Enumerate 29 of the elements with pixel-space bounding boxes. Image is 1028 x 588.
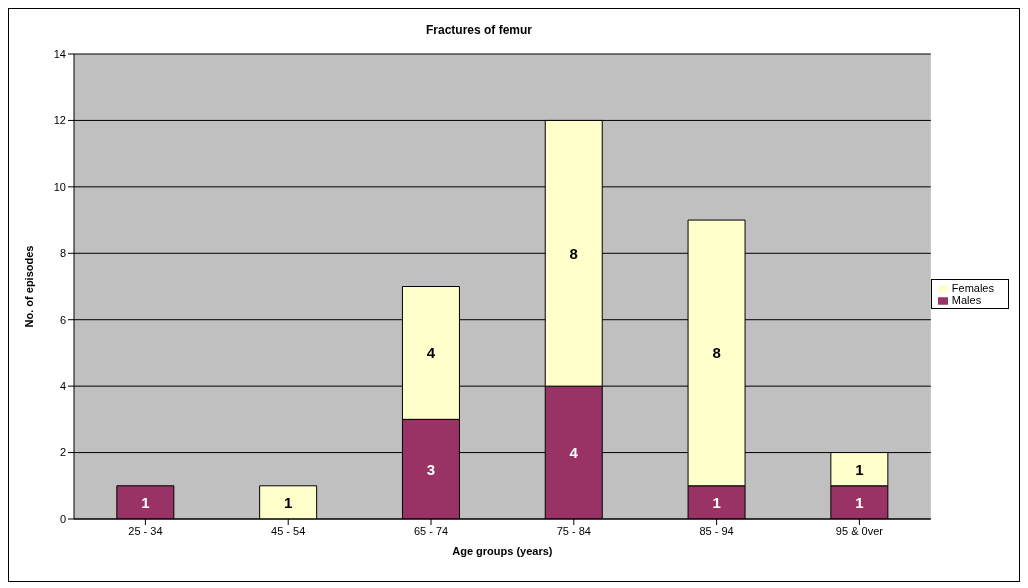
y-tick-label: 2 (59, 446, 66, 459)
data-label: 1 (712, 493, 721, 511)
data-label: 4 (569, 443, 579, 461)
y-tick-label: 12 (53, 114, 66, 127)
data-label: 4 (426, 344, 436, 362)
x-tick-label: 75 - 84 (556, 524, 591, 537)
y-tick-label: 8 (59, 247, 66, 260)
data-label: 1 (855, 460, 864, 478)
x-tick-label: 45 - 54 (271, 524, 306, 537)
y-tick-label: 10 (53, 180, 66, 193)
data-label: 8 (712, 344, 721, 362)
y-tick-label: 14 (53, 47, 66, 60)
x-tick-label: 65 - 74 (413, 524, 449, 537)
y-axis-title: No. of episodes (22, 245, 35, 328)
data-label: 8 (569, 244, 578, 262)
y-tick-label: 6 (59, 313, 66, 326)
data-label: 3 (426, 460, 436, 478)
data-label: 1 (855, 493, 864, 511)
y-tick-label: 0 (59, 512, 66, 525)
x-tick-label: 95 & 0ver (835, 524, 884, 537)
x-tick-label: 85 - 94 (699, 524, 734, 537)
legend-label: Males (951, 294, 982, 306)
data-label: 1 (141, 493, 150, 511)
x-axis-title: Age groups (years) (452, 545, 553, 557)
legend-label: Females (951, 281, 994, 294)
x-tick-label: 25 - 34 (128, 524, 163, 537)
chart-title: Fractures of femur (425, 23, 533, 37)
data-label: 1 (283, 493, 293, 511)
y-tick-label: 4 (59, 380, 66, 393)
